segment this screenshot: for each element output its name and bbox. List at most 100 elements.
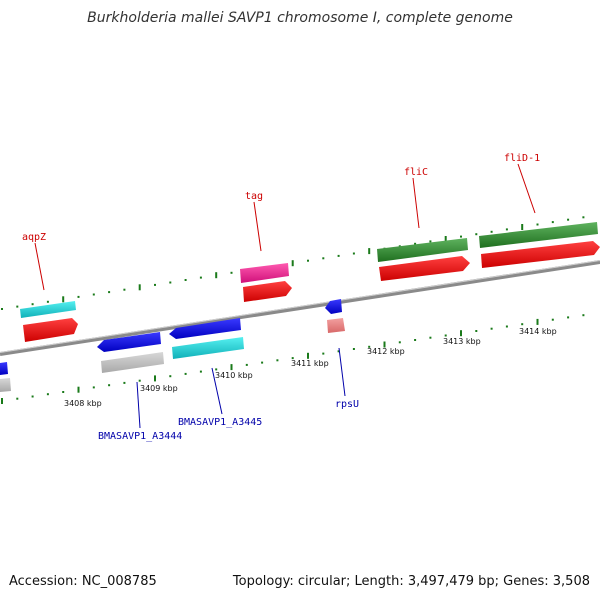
forward-features bbox=[20, 222, 600, 342]
gene-rpsU-cds[interactable] bbox=[325, 299, 342, 314]
gene-BMASAVP1_A3445-cds[interactable] bbox=[169, 318, 241, 339]
minor-tick bbox=[276, 359, 279, 362]
lower-tick-band bbox=[1, 314, 585, 404]
gene-label-BMASAVP1_A3445[interactable]: BMASAVP1_A3445 bbox=[178, 417, 262, 428]
gene-fliC-feature[interactable] bbox=[377, 238, 468, 262]
minor-tick bbox=[490, 327, 493, 330]
minor-tick bbox=[16, 397, 19, 400]
major-tick bbox=[230, 364, 233, 371]
minor-tick bbox=[169, 281, 172, 284]
gene-edge-left-feature[interactable] bbox=[0, 378, 11, 392]
minor-tick bbox=[551, 221, 554, 224]
minor-tick bbox=[138, 379, 141, 382]
major-tick bbox=[460, 330, 462, 337]
minor-tick bbox=[444, 334, 447, 337]
gene-aqpZ-cds[interactable] bbox=[23, 318, 78, 342]
gene-fliD-1-cds[interactable] bbox=[481, 241, 600, 268]
major-tick bbox=[215, 272, 218, 279]
major-tick bbox=[368, 248, 371, 255]
minor-tick bbox=[521, 323, 524, 326]
minor-tick bbox=[322, 257, 325, 260]
accession-text: Accession: NC_008785 bbox=[9, 574, 157, 589]
minor-tick bbox=[536, 223, 539, 226]
major-tick bbox=[444, 236, 447, 242]
minor-tick bbox=[429, 240, 432, 243]
minor-tick bbox=[199, 370, 202, 373]
minor-tick bbox=[307, 259, 309, 262]
major-tick bbox=[521, 224, 524, 230]
gene-label-tag[interactable]: tag bbox=[245, 191, 263, 202]
gene-label-fliD-1[interactable]: fliD-1 bbox=[504, 153, 540, 164]
gene-BMASAVP1_A3444-feature[interactable] bbox=[101, 352, 164, 373]
gene-label-rpsU[interactable]: rpsU bbox=[335, 399, 359, 410]
major-tick bbox=[1, 398, 3, 404]
scale-label-3412: 3412 kbp bbox=[367, 347, 405, 356]
minor-tick bbox=[368, 345, 371, 348]
scale-labels: 3408 kbp 3409 kbp 3410 kbp 3411 kbp 3412… bbox=[64, 327, 557, 408]
minor-tick bbox=[184, 372, 187, 375]
minor-tick bbox=[245, 363, 248, 366]
minor-tick bbox=[92, 386, 95, 389]
minor-tick bbox=[352, 252, 355, 255]
major-tick bbox=[307, 352, 309, 359]
minor-tick bbox=[108, 384, 111, 387]
scale-label-3408: 3408 kbp bbox=[64, 399, 102, 408]
minor-tick bbox=[414, 339, 417, 341]
minor-tick bbox=[551, 318, 554, 321]
gene-tag-cds[interactable] bbox=[243, 281, 292, 302]
minor-tick bbox=[398, 341, 401, 344]
minor-tick bbox=[31, 395, 34, 398]
minor-tick bbox=[505, 325, 508, 328]
gene-BMASAVP1_A3445-feature[interactable] bbox=[172, 337, 244, 359]
minor-tick bbox=[567, 316, 570, 319]
gene-fliC-cds[interactable] bbox=[379, 256, 470, 281]
scale-label-3409: 3409 kbp bbox=[140, 384, 178, 393]
minor-tick bbox=[31, 303, 34, 306]
gene-rpsU-feature[interactable] bbox=[327, 318, 345, 333]
minor-tick bbox=[123, 381, 126, 384]
minor-tick bbox=[92, 293, 95, 296]
minor-tick bbox=[337, 254, 340, 257]
minor-tick bbox=[475, 330, 478, 332]
scale-label-3413: 3413 kbp bbox=[443, 337, 481, 346]
minor-tick bbox=[291, 357, 294, 360]
gene-aqpZ-feature[interactable] bbox=[20, 301, 76, 318]
map-title: Burkholderia mallei SAVP1 chromosome I, … bbox=[87, 10, 513, 26]
gene-fliD-1-feature[interactable] bbox=[479, 222, 598, 248]
scale-label-3414: 3414 kbp bbox=[519, 327, 557, 336]
minor-tick bbox=[46, 393, 49, 396]
minor-tick bbox=[582, 314, 585, 317]
minor-tick bbox=[567, 218, 570, 221]
gene-label-BMASAVP1_A3444[interactable]: BMASAVP1_A3444 bbox=[98, 431, 182, 442]
minor-tick bbox=[429, 336, 432, 339]
minor-tick bbox=[46, 300, 49, 303]
major-tick bbox=[383, 341, 386, 348]
genome-summary-text: Topology: circular; Length: 3,497,479 bp… bbox=[232, 574, 590, 589]
gene-tag-feature[interactable] bbox=[240, 263, 289, 283]
gene-edge-left-cds[interactable] bbox=[0, 362, 8, 375]
label-leaders bbox=[34, 163, 536, 429]
minor-tick bbox=[322, 352, 325, 355]
reverse-features bbox=[0, 299, 345, 392]
gene-label-fliC[interactable]: fliC bbox=[404, 167, 428, 178]
minor-tick bbox=[337, 350, 340, 353]
minor-tick bbox=[490, 230, 493, 233]
minor-tick bbox=[582, 216, 585, 219]
scale-label-3411: 3411 kbp bbox=[291, 359, 329, 368]
minor-tick bbox=[169, 375, 172, 378]
scale-label-3410: 3410 kbp bbox=[215, 371, 253, 380]
minor-tick bbox=[199, 276, 202, 279]
gene-label-aqpZ[interactable]: aqpZ bbox=[22, 232, 46, 243]
minor-tick bbox=[123, 288, 126, 291]
major-tick bbox=[536, 318, 539, 325]
backbone bbox=[0, 260, 600, 356]
gene-BMASAVP1_A3444-cds[interactable] bbox=[97, 332, 161, 352]
minor-tick bbox=[475, 233, 478, 236]
major-tick bbox=[77, 386, 80, 393]
minor-tick bbox=[184, 279, 187, 281]
minor-tick bbox=[352, 348, 355, 350]
minor-tick bbox=[62, 391, 65, 393]
major-tick bbox=[62, 296, 65, 303]
minor-tick bbox=[77, 295, 80, 298]
